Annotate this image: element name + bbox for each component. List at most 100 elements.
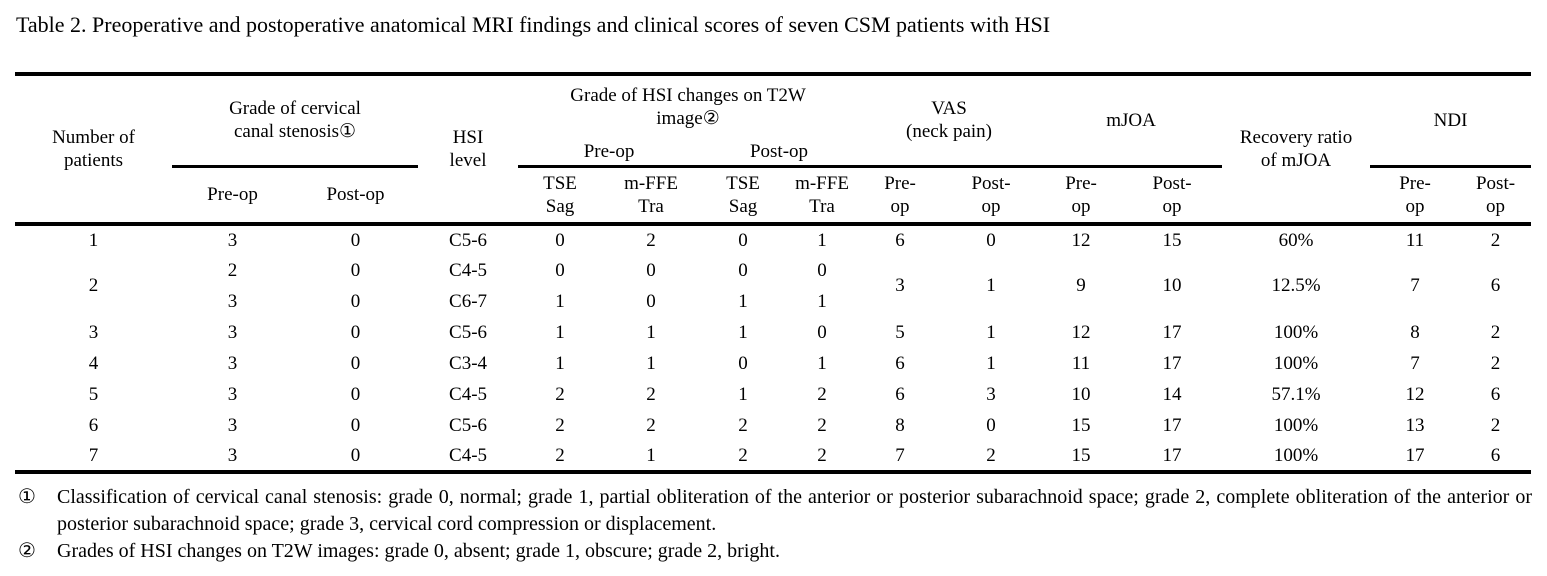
table-cell: 3: [227, 414, 238, 436]
table-cell: 1: [738, 290, 748, 312]
footnote: ① Classification of cervical canal steno…: [15, 484, 1532, 538]
table-cell: 3: [895, 275, 905, 297]
table-cell: 6: [1490, 383, 1501, 405]
subheader-preop: Pre- op: [884, 172, 916, 217]
table-cell: 1: [817, 290, 827, 312]
table-row: 7 3 0 C4-5 2 1 2 2 7 2 15 17 100% 17 6: [15, 441, 1532, 474]
table-cell: 17: [1122, 441, 1223, 474]
table-cell: 2: [602, 222, 701, 255]
table-cell: 3: [227, 321, 238, 343]
table-cell: 12: [1405, 383, 1425, 405]
table-cell: 15: [1122, 222, 1223, 255]
table-cell: 2: [1490, 352, 1501, 374]
table-cell: 5: [895, 321, 905, 343]
table-cell: 8: [1410, 321, 1420, 343]
table-cell: 0: [942, 222, 1041, 255]
table-cell: 3: [172, 222, 293, 255]
table-cell: 2: [942, 441, 1041, 474]
table-cell: 3: [227, 383, 238, 405]
table-cell: 2: [1490, 321, 1501, 343]
table-cell: 17: [1162, 414, 1182, 436]
footnotes: ① Classification of cervical canal steno…: [15, 484, 1532, 565]
header-ndi-group: NDI: [1370, 72, 1532, 168]
subheader-mffe-tra: m-FFE Tra: [624, 172, 678, 217]
footnote-text: Classification of cervical canal stenosi…: [57, 486, 1532, 535]
table-cell: 0: [986, 414, 996, 436]
table-cell: 0: [350, 259, 361, 281]
table-cell: 0: [817, 321, 827, 343]
table-row: 6 3 0 C5-6 2 2 2 2 8 0 15 17 100% 13 2: [15, 410, 1531, 441]
table-cell: 12: [1040, 222, 1123, 255]
table-cell: 100%: [1273, 321, 1319, 343]
table-cell: 0: [293, 441, 419, 474]
table-cell: 100%: [1273, 352, 1319, 374]
header-stenosis-group: Grade of cervical canal stenosis①: [172, 72, 419, 168]
table-cell: C5-6: [418, 222, 519, 255]
table-cell: 2: [88, 275, 99, 297]
table-cell: 2: [817, 383, 827, 405]
table-cell: 5: [88, 383, 99, 405]
table-cell: 57.1%: [1271, 383, 1321, 405]
table-cell: 0: [518, 222, 603, 255]
table-row: 3 0 C6-7 1 0 1 1: [15, 286, 1531, 317]
table-cell: 2: [555, 383, 565, 405]
subheader-tse-sag: TSE Sag: [543, 172, 577, 217]
subheader-preop: Pre- op: [1065, 172, 1097, 217]
header-hsi-level: HSI level: [418, 72, 519, 224]
table-cell: 7: [858, 441, 943, 474]
header-preop-spanner: Pre-op: [518, 138, 701, 168]
header-hsi-changes-group: Grade of HSI changes on T2W image②: [518, 72, 859, 138]
table-cell: 9: [1076, 275, 1086, 297]
table-cell: 4: [88, 352, 99, 374]
subheader-postop: Post- op: [1152, 172, 1192, 217]
table-cell: 1: [555, 352, 565, 374]
table-title: Table 2. Preoperative and postoperative …: [16, 12, 1051, 37]
table-cell: 2: [646, 414, 656, 436]
subheader-tse-sag: TSE Sag: [726, 172, 760, 217]
subheader-preop: Pre- op: [1399, 172, 1431, 217]
table-cell: 2: [646, 383, 656, 405]
table-cell: C3-4: [449, 352, 488, 374]
table-cell: 60%: [1222, 222, 1371, 255]
table-cell: 0: [350, 352, 361, 374]
table-cell: 12.5%: [1271, 275, 1321, 297]
subheader-postop: Post-op: [326, 184, 385, 206]
table-cell: 6: [895, 352, 905, 374]
table-cell: 1: [738, 321, 748, 343]
table-cell: 2: [786, 441, 859, 474]
table-cell: C6-7: [449, 290, 488, 312]
table-cell: 7: [1410, 275, 1420, 297]
data-table: Number of patients Grade of cervical can…: [15, 72, 1532, 474]
table-cell: C4-5: [449, 383, 488, 405]
table-cell: 6: [858, 222, 943, 255]
table-cell: 0: [700, 222, 787, 255]
table-cell: 3: [88, 321, 99, 343]
table-cell: 17: [1162, 321, 1182, 343]
table-cell: 2: [1460, 222, 1532, 255]
table-cell: 12: [1071, 321, 1091, 343]
table-cell: 1: [986, 275, 996, 297]
table-cell: 2: [1490, 414, 1501, 436]
table-cell: 11: [1071, 352, 1091, 374]
table-cell: 13: [1405, 414, 1425, 436]
table-cell: 3: [227, 290, 238, 312]
table-cell: 7: [1410, 352, 1420, 374]
table-row: 2 2 0 C4-5 0 0 0 0 3 1 9 10 12.5% 7 6: [15, 255, 1531, 297]
table-cell: 2: [227, 259, 238, 281]
table-cell: 6: [895, 383, 905, 405]
table-cell: 1: [15, 222, 172, 255]
table-cell: 6: [1490, 275, 1501, 297]
table-cell: 3: [172, 441, 293, 474]
table-cell: 6: [88, 414, 99, 436]
table-cell: 2: [700, 441, 787, 474]
subheader-postop: Post- op: [1475, 172, 1516, 217]
table-cell: 1: [817, 352, 827, 374]
table-cell: 0: [350, 383, 361, 405]
subheader-mffe-tra: m-FFE Tra: [795, 172, 849, 217]
header-recovery-ratio: Recovery ratio of mJOA: [1222, 72, 1371, 224]
table-cell: 0: [646, 290, 656, 312]
table-cell: C4-5: [449, 259, 488, 281]
table-cell: 3: [227, 352, 238, 374]
table-cell: 10: [1071, 383, 1091, 405]
